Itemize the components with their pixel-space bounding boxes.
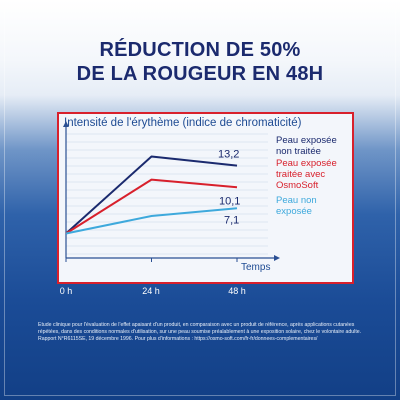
legend-treated-line-1: Peau exposée	[276, 158, 337, 169]
study-footnote: Etude clinique pour l'évaluation de l'ef…	[38, 322, 362, 342]
legend-untreated: Peau exposée non traitée	[276, 135, 337, 157]
legend-untreated-line-2: non traitée	[276, 146, 321, 157]
x-tick-48: 48 h	[228, 286, 246, 296]
legend-treated: Peau exposée traitée avec OsmoSoft	[276, 158, 337, 191]
image-frame	[4, 4, 396, 396]
series-end-label-0: 13,2	[218, 149, 239, 161]
legend-treated-line-2: traitée avec	[276, 169, 326, 180]
series-end-label-2: 7,1	[224, 214, 239, 226]
series-line-0	[65, 155, 238, 235]
x-axis-label: Temps	[241, 262, 271, 273]
legend-untreated-line-1: Peau exposée	[276, 135, 337, 146]
headline-line-1: RÉDUCTION DE 50%	[99, 39, 301, 61]
legend-treated-line-3: OsmoSoft	[276, 180, 319, 191]
legend-not-exposed: Peau non exposée	[276, 195, 317, 217]
legend-not-exposed-line-2: exposée	[276, 206, 312, 217]
legend-not-exposed-line-1: Peau non	[276, 195, 317, 206]
x-axis-arrow	[274, 255, 280, 261]
headline-line-2: DE LA ROUGEUR EN 48H	[76, 63, 324, 85]
x-tick-24: 24 h	[142, 286, 160, 296]
x-tick-0: 0 h	[59, 286, 73, 296]
series-line-1	[65, 178, 238, 235]
series-end-label-1: 10,1	[219, 195, 240, 207]
chart-title: Intensité de l'érythème (indice de chrom…	[64, 117, 302, 129]
y-axis-arrow	[63, 121, 69, 127]
series-line-2	[65, 207, 238, 235]
